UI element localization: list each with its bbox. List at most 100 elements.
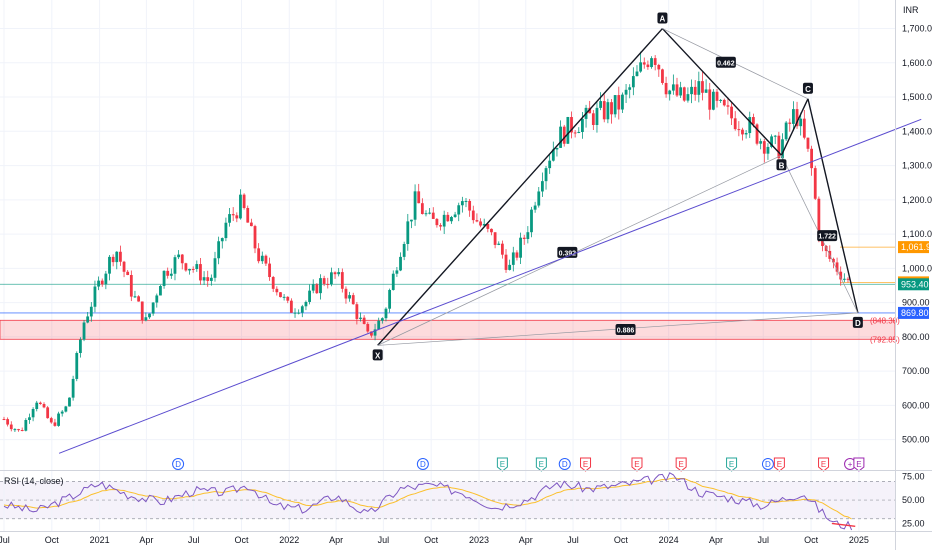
rsi-axis[interactable]: 25.00 50.00 75.00	[902, 472, 925, 529]
candle-body	[71, 378, 75, 398]
time-axis[interactable]: Jul Oct 2021 Apr Jul Oct 2022 Apr Jul Oct 2023 Apr J…	[0, 535, 869, 545]
candle-body	[384, 308, 388, 319]
candle-body	[599, 101, 603, 108]
candle-body	[340, 272, 344, 289]
dividend-marker[interactable]: D	[416, 458, 429, 470]
candle-body	[621, 94, 624, 110]
earnings-marker[interactable]: E	[675, 457, 687, 472]
candle-body	[417, 191, 421, 204]
candle-body	[275, 288, 279, 293]
candle-body	[391, 273, 395, 290]
time-tick-label: Jul	[378, 535, 390, 545]
candle-body	[657, 64, 661, 70]
candle-body	[304, 301, 308, 307]
earnings-marker[interactable]: E	[535, 457, 547, 472]
candle-body	[508, 264, 512, 270]
candle-body	[744, 133, 748, 135]
candle-body	[500, 243, 504, 255]
point-badge-bg	[802, 82, 813, 94]
candle-body	[413, 191, 417, 220]
candle-body	[577, 131, 581, 133]
event-marker-letter: D	[562, 460, 568, 469]
candle-body	[271, 277, 275, 289]
trendline[interactable]	[58, 118, 922, 454]
candle-body	[624, 89, 628, 95]
pattern-point-c: C	[802, 82, 813, 94]
earnings-marker[interactable]: E	[726, 457, 738, 472]
time-tick-label: Jul	[758, 535, 770, 545]
candle-body	[551, 149, 555, 161]
earnings-marker[interactable]: E	[773, 457, 785, 472]
candle-body	[766, 146, 770, 154]
ratio-badge-bg	[615, 323, 636, 335]
candle-body	[355, 304, 359, 319]
dividend-marker[interactable]: D	[172, 458, 185, 470]
event-marker-shape	[853, 457, 865, 472]
candle-body	[661, 69, 664, 83]
candle-body	[511, 252, 515, 265]
earnings-marker[interactable]: E	[580, 457, 592, 472]
candle-body	[810, 148, 813, 169]
candle-body	[206, 277, 210, 281]
zone-top-label: (848.30)	[870, 316, 900, 325]
time-tick-label: Jul	[567, 535, 579, 545]
time-tick-label: Apr	[519, 535, 533, 545]
candle-body	[89, 306, 93, 317]
event-marker-letter: E	[777, 460, 782, 469]
candle-body	[446, 214, 450, 222]
candle-body	[366, 323, 370, 332]
candle-body	[191, 268, 195, 270]
earnings-marker[interactable]: E	[496, 457, 508, 472]
event-markers[interactable]: D D E E D E E E E D E E + E	[172, 457, 865, 472]
candle-body	[93, 286, 97, 307]
ratio-label: 1.722	[817, 230, 838, 242]
rsi-tick-label: 25.00	[902, 518, 925, 528]
point-badge-label: B	[779, 161, 785, 170]
dividend-marker[interactable]: D	[761, 458, 774, 470]
candle-body	[722, 99, 726, 106]
candle-body	[286, 296, 290, 301]
candle-body	[348, 295, 351, 299]
candle-body	[835, 262, 839, 272]
candle-body	[741, 129, 744, 135]
candle-body	[300, 306, 304, 313]
candle-body	[264, 255, 268, 264]
candle-body	[821, 237, 824, 246]
time-tick-label: Apr	[329, 535, 343, 545]
dividend-marker[interactable]: D	[558, 458, 571, 470]
candle-body	[111, 256, 115, 263]
candle-body	[435, 218, 439, 226]
price-axis[interactable]: 500.00 600.00 700.00 800.00 900.00 1,000.00 1,…	[902, 24, 932, 445]
pattern-point-x: X	[372, 349, 383, 361]
ratio-badge-text: 0.392	[559, 250, 577, 257]
candle-body	[642, 62, 646, 65]
candle-body	[442, 214, 446, 227]
candle-body	[759, 141, 763, 144]
candle-body	[49, 418, 53, 423]
pattern-ratio-line	[377, 154, 782, 346]
earnings-marker[interactable]: E	[818, 457, 830, 472]
price-tick-label: 700.00	[902, 366, 930, 376]
ascending-trendline[interactable]	[58, 118, 922, 454]
candle-body	[319, 278, 322, 294]
candle-body	[839, 271, 843, 280]
candle-body	[650, 58, 653, 68]
candle-body	[231, 214, 235, 216]
event-marker-shape	[773, 457, 785, 472]
price-tick-label: 1,400.00	[902, 126, 932, 136]
ratio-badge-bg	[715, 56, 736, 68]
candle-body	[475, 220, 479, 222]
earnings-marker[interactable]: E	[631, 457, 643, 472]
candle-body	[519, 237, 522, 258]
time-tick-label: Oct	[804, 535, 819, 545]
event-marker-letter: D	[765, 460, 771, 469]
event-marker-letter: E	[678, 460, 683, 469]
earnings-marker[interactable]: E	[853, 457, 865, 472]
candle-body	[162, 270, 166, 286]
add-event-marker[interactable]: +	[844, 458, 857, 470]
event-marker-shape	[818, 457, 830, 472]
candle-body	[268, 263, 271, 278]
candle-body	[591, 113, 595, 125]
candle-body	[159, 285, 162, 296]
